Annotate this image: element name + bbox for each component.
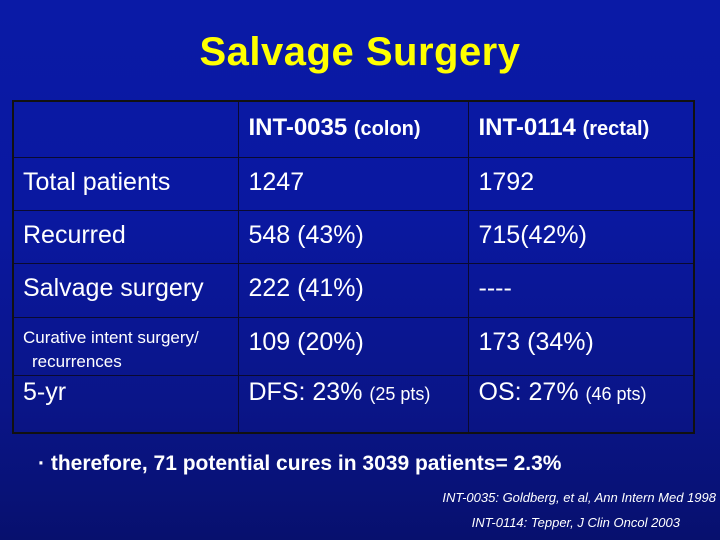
header-empty-cell [12, 100, 239, 158]
row-label: Recurred [23, 220, 126, 249]
patient-count: (25 pts) [369, 383, 431, 404]
table-row: Recurred 548 (43%) 715(42%) [12, 209, 695, 264]
row-label: Curative intent surgery/ recurrences [14, 318, 238, 374]
cell-value: 1247 [248, 167, 305, 196]
os-value: OS: 27% [478, 377, 579, 406]
results-table: INT-0035 (colon) INT-0114 (rectal) Total… [12, 100, 695, 434]
cell-value: 715(42%) [478, 220, 587, 249]
row-label: Total patients [23, 167, 171, 196]
conclusion-note: · therefore, 71 potential cures in 3039 … [38, 452, 562, 475]
slide-title: Salvage Surgery [199, 30, 521, 74]
dfs-value: DFS: 23% [248, 377, 363, 406]
cell-value: DFS: 23% (25 pts) [239, 376, 468, 407]
table-row: Curative intent surgery/ recurrences 109… [12, 316, 695, 376]
header-cell-int-0114: INT-0114 (rectal) [467, 100, 695, 158]
header-trial-site: (rectal) [582, 118, 650, 140]
row-label-line: Curative intent surgery/ [23, 327, 199, 347]
table-row: 5-yr DFS: 23% (25 pts) OS: 27% (46 pts) [12, 374, 695, 434]
table-header-row: INT-0035 (colon) INT-0114 (rectal) [12, 100, 695, 158]
table-row: Salvage surgery 222 (41%) ---- [12, 262, 695, 318]
reference-citation: INT-0114: Tepper, J Clin Oncol 2003 [471, 515, 680, 530]
header-trial-name: INT-0114 [478, 114, 576, 141]
cell-value: OS: 27% (46 pts) [469, 376, 694, 407]
cell-value: 1792 [478, 167, 535, 196]
row-label: 5-yr [23, 377, 67, 406]
header-cell-int-0035: INT-0035 (colon) [237, 100, 469, 158]
reference-citation: INT-0035: Goldberg, et al, Ann Intern Me… [442, 490, 716, 505]
header-trial-site: (colon) [353, 118, 421, 140]
patient-count: (46 pts) [585, 383, 647, 404]
header-trial-name: INT-0035 [248, 114, 348, 141]
cell-value: 222 (41%) [248, 273, 364, 302]
table-row: Total patients 1247 1792 [12, 156, 695, 211]
cell-value: 548 (43%) [248, 220, 364, 249]
cell-value: ---- [478, 273, 512, 302]
row-label-line: recurrences [32, 351, 122, 371]
cell-value: 109 (20%) [248, 327, 364, 356]
row-label: Salvage surgery [23, 273, 204, 302]
cell-value: 173 (34%) [478, 327, 594, 356]
